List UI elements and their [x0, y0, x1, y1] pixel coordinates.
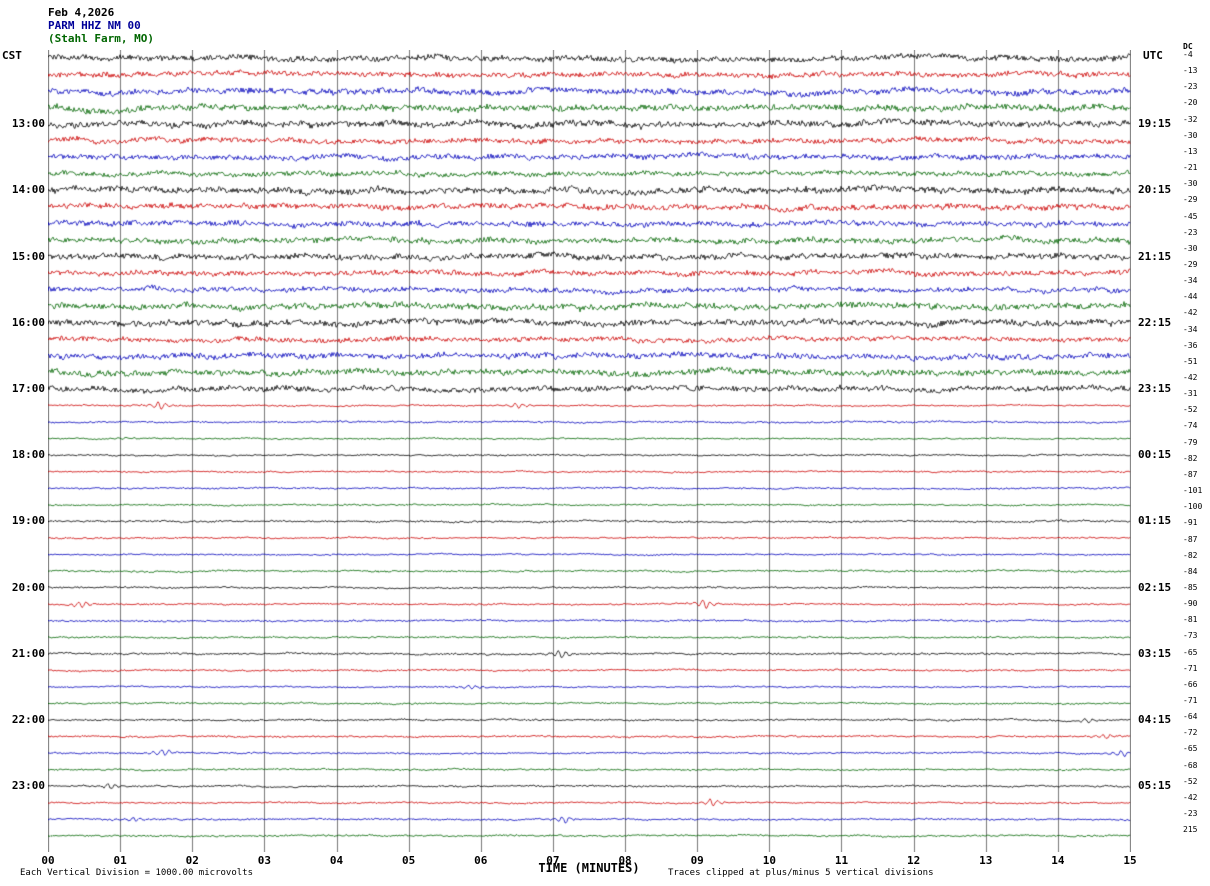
dc-offset-value: -30: [1183, 243, 1198, 253]
cst-hour-label: 15:00: [11, 249, 45, 263]
dc-offset-value: -81: [1183, 615, 1198, 625]
utc-hour-label: 05:15: [1138, 779, 1172, 793]
x-tick-label: 13: [979, 854, 993, 867]
cst-hour-label: 16:00: [11, 315, 45, 329]
footer-clipping-note: Traces clipped at plus/minus 5 vertical …: [668, 868, 934, 878]
dc-offset-value: -71: [1183, 663, 1198, 673]
utc-hour-label: 20:15: [1138, 183, 1172, 197]
x-tick-label: 01: [113, 854, 127, 867]
dc-offset-value: -23: [1183, 227, 1198, 237]
dc-offset-value: -64: [1183, 712, 1198, 722]
x-tick-label: 14: [1051, 854, 1065, 867]
dc-offset-value: -74: [1183, 421, 1198, 431]
x-tick-label: 06: [474, 854, 488, 867]
dc-offset-value: 215: [1183, 825, 1198, 835]
x-tick-label: 11: [834, 854, 849, 867]
dc-offset-value: -42: [1183, 792, 1198, 802]
dc-offset-value: -13: [1183, 66, 1198, 76]
dc-offset-value: -30: [1183, 130, 1198, 140]
dc-offset-value: -100: [1183, 502, 1203, 512]
dc-offset-value: -29: [1183, 259, 1198, 269]
x-tick-label: 12: [906, 854, 921, 867]
x-tick-label: 04: [329, 854, 344, 867]
dc-offset-value: -71: [1183, 696, 1198, 705]
dc-offset-value: -45: [1183, 211, 1198, 221]
dc-offset-value: -34: [1183, 324, 1198, 334]
header-date: Feb 4,2026: [48, 6, 115, 19]
right-axis-header: UTC: [1143, 49, 1163, 62]
dc-offset-value: -4: [1183, 50, 1193, 59]
x-tick-label: 08: [618, 854, 632, 867]
dc-offset-value: -32: [1183, 114, 1198, 124]
cst-hour-label: 22:00: [11, 713, 45, 726]
cst-hour-label: 19:00: [11, 514, 45, 528]
dc-offset-value: -31: [1183, 389, 1198, 399]
dc-offset-value: -73: [1183, 631, 1198, 641]
dc-offset-value: -65: [1183, 744, 1198, 754]
cst-hour-label: 18:00: [11, 448, 45, 462]
dc-offset-value: -84: [1183, 566, 1198, 576]
dc-offset-value: -36: [1183, 340, 1198, 350]
dc-offset-value: -72: [1183, 728, 1198, 738]
cst-hour-label: 14:00: [11, 183, 45, 197]
utc-hour-label: 02:15: [1138, 580, 1172, 594]
cst-hour-label: 13:00: [11, 117, 45, 131]
utc-hour-label: 23:15: [1138, 382, 1172, 395]
dc-offset-value: -42: [1183, 308, 1198, 318]
header-station: PARM HHZ NM 00: [48, 19, 141, 32]
header-location: (Stahl Farm, MO): [48, 32, 154, 45]
dc-offset-value: -101: [1183, 486, 1203, 496]
dc-offset-value: -87: [1183, 534, 1198, 544]
dc-offset-value: -52: [1183, 405, 1198, 415]
dc-offset-value: -23: [1183, 82, 1198, 92]
x-tick-label: 07: [546, 854, 560, 867]
dc-offset-value: -91: [1183, 518, 1198, 528]
dc-offset-value: -29: [1183, 195, 1198, 205]
dc-offset-value: -90: [1183, 599, 1198, 609]
dc-offset-value: -82: [1183, 453, 1198, 463]
x-tick-label: 05: [402, 854, 416, 867]
dc-offset-value: -52: [1183, 776, 1198, 786]
x-axis-label: TIME (MINUTES): [538, 861, 640, 875]
dc-offset-value: -87: [1183, 469, 1198, 479]
dc-offset-value: -66: [1183, 679, 1198, 689]
x-tick-label: 00: [41, 854, 55, 867]
x-tick-label: 10: [762, 854, 776, 867]
cst-hour-label: 20:00: [11, 580, 45, 594]
utc-hour-label: 00:15: [1138, 448, 1172, 462]
utc-hour-label: 22:15: [1138, 315, 1172, 329]
dc-offset-value: -68: [1183, 760, 1198, 770]
cst-hour-label: 23:00: [11, 779, 45, 793]
seismogram-plot: [48, 50, 1131, 852]
left-axis-header: CST: [2, 49, 22, 62]
dc-offset-value: -23: [1183, 809, 1198, 819]
dc-offset-value: -21: [1183, 163, 1198, 173]
x-tick-label: 03: [257, 854, 272, 867]
utc-hour-label: 19:15: [1138, 117, 1172, 131]
cst-hour-label: 17:00: [11, 382, 45, 395]
cst-hour-label: 21:00: [11, 646, 45, 660]
x-tick-label: 15: [1123, 854, 1137, 867]
dc-offset-header: DC: [1183, 42, 1193, 51]
dc-offset-value: -30: [1183, 179, 1198, 189]
utc-hour-label: 01:15: [1138, 514, 1172, 528]
utc-hour-label: 04:15: [1138, 713, 1172, 726]
dc-offset-value: -20: [1183, 98, 1198, 108]
dc-offset-value: -42: [1183, 373, 1198, 382]
utc-hour-label: 21:15: [1138, 249, 1172, 263]
dc-offset-value: -65: [1183, 647, 1198, 657]
dc-offset-value: -34: [1183, 276, 1198, 286]
utc-hour-label: 03:15: [1138, 646, 1172, 660]
dc-offset-value: -51: [1183, 356, 1198, 366]
footer-vertical-division-note: Each Vertical Division = 1000.00 microvo…: [20, 868, 253, 878]
dc-offset-value: -44: [1183, 292, 1198, 302]
dc-offset-value: -85: [1183, 582, 1198, 592]
dc-offset-value: -13: [1183, 146, 1198, 156]
x-tick-label: 09: [690, 854, 704, 867]
dc-offset-value: -79: [1183, 437, 1198, 447]
dc-offset-value: -82: [1183, 550, 1198, 560]
x-tick-label: 02: [185, 854, 199, 867]
